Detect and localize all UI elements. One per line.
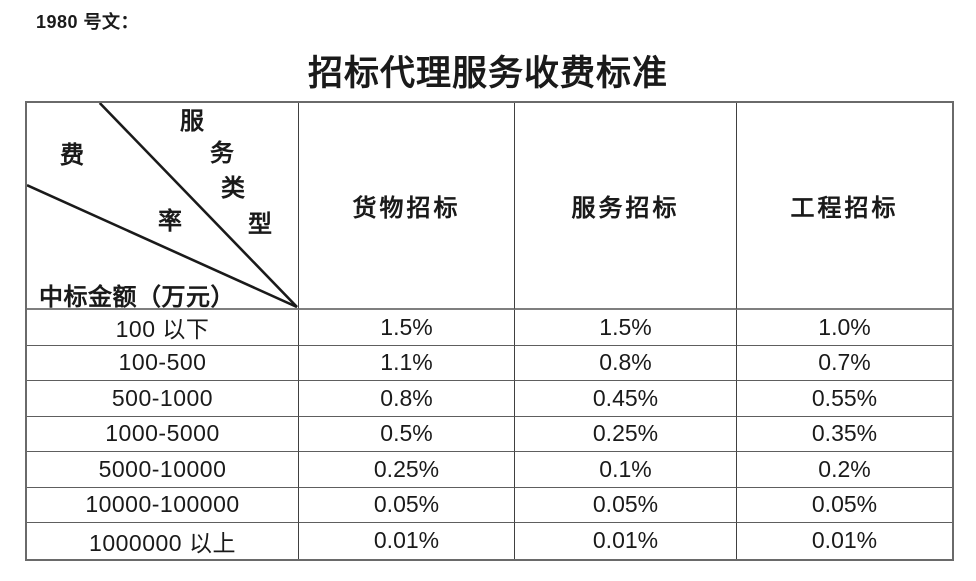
fee-table: 服 务 类 型 费 率 中标金额（万元） 货物招标 服务招标 工程招标 100 … xyxy=(25,101,954,561)
column-header-works: 工程招标 xyxy=(737,103,952,310)
rate-cell: 0.55% xyxy=(737,381,952,417)
rate-cell: 0.01% xyxy=(515,523,737,559)
rate-cell: 0.25% xyxy=(299,452,515,488)
rate-cell: 1.1% xyxy=(299,345,515,381)
corner-service-type-char: 类 xyxy=(221,176,245,202)
rate-cell: 0.2% xyxy=(737,452,952,488)
rate-cell: 0.5% xyxy=(299,416,515,452)
rate-cell: 0.35% xyxy=(737,417,952,452)
row-range-label: 10000-100000 xyxy=(27,487,299,523)
rate-cell: 0.45% xyxy=(515,381,737,417)
row-range-label: 1000000 以上 xyxy=(27,523,299,559)
rate-cell: 1.0% xyxy=(737,310,952,346)
page-title: 招标代理服务收费标准 xyxy=(307,54,668,93)
rate-cell: 1.5% xyxy=(299,310,515,346)
diagonal-divider-lines xyxy=(27,103,298,308)
corner-amount-label: 中标金额（万元） xyxy=(39,285,235,311)
rate-cell: 0.05% xyxy=(737,488,952,523)
row-range-label: 5000-10000 xyxy=(27,452,299,488)
rate-cell: 0.8% xyxy=(515,345,737,381)
rate-cell: 0.8% xyxy=(299,381,515,417)
rate-cell: 0.05% xyxy=(299,487,515,523)
table-corner-cell: 服 务 类 型 费 率 中标金额（万元） xyxy=(27,103,299,311)
column-header-services: 服务招标 xyxy=(515,103,737,310)
corner-rate-char: 费 xyxy=(60,143,84,169)
rate-cell: 1.5% xyxy=(515,310,737,346)
rate-cell: 0.01% xyxy=(811,527,878,554)
rate-cell: 0.05% xyxy=(515,487,737,523)
rate-cell: 0.25% xyxy=(515,416,737,452)
row-range-label: 100 以下 xyxy=(27,310,299,346)
column-header-goods: 货物招标 xyxy=(299,103,515,310)
corner-service-type-char: 型 xyxy=(248,212,272,238)
rate-cell: 0.7% xyxy=(737,346,952,381)
corner-service-type-char: 务 xyxy=(210,141,234,167)
row-range-label: 1000-5000 xyxy=(27,416,299,452)
corner-rate-char: 率 xyxy=(158,209,182,235)
corner-service-type-char: 服 xyxy=(180,109,204,135)
row-range-label: 500-1000 xyxy=(27,381,299,417)
doc-number-label: 1980 号文： xyxy=(36,12,140,32)
rate-cell: 0.01% xyxy=(299,523,515,559)
row-range-label: 100-500 xyxy=(27,345,299,381)
rate-cell: 0.1% xyxy=(515,452,737,488)
